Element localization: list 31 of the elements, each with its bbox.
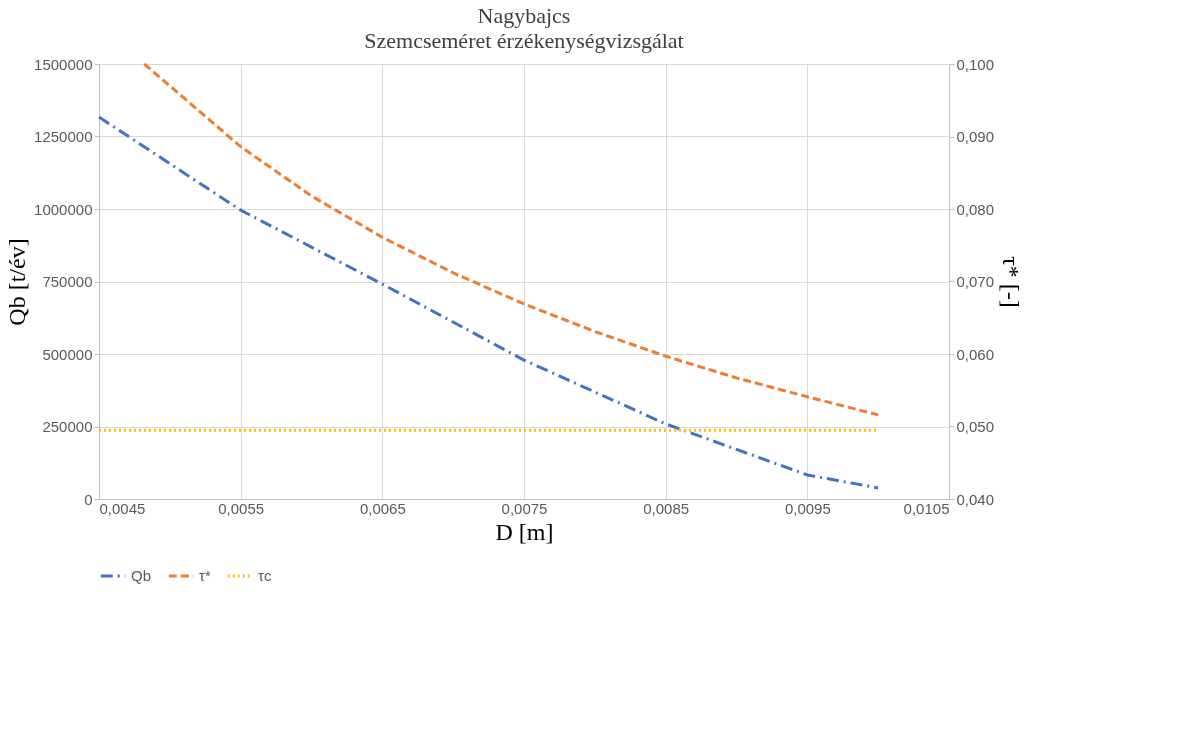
x-tick-label: 0,0085 bbox=[643, 499, 690, 517]
y-tick-label: 1000000 bbox=[34, 200, 93, 218]
legend-label: τ* bbox=[199, 567, 211, 584]
y2-tick-label: 0,050 bbox=[956, 418, 995, 435]
y2-tick-label: 0,070 bbox=[956, 273, 995, 290]
y2-tick-label: 0,040 bbox=[956, 490, 995, 508]
y2-tick-label: 0,080 bbox=[956, 200, 995, 218]
y-axis-title: Qb [t/év] bbox=[4, 238, 31, 326]
y2-tick-label: 0,100 bbox=[956, 55, 995, 73]
y2-axis-title: τ* [-] bbox=[998, 256, 1025, 308]
x-tick-label: 0,0075 bbox=[501, 499, 548, 517]
x-axis-title: D [m] bbox=[495, 518, 554, 545]
y-tick-label: 750000 bbox=[42, 273, 93, 290]
chart-title: Nagybajcs bbox=[477, 3, 571, 28]
x-tick-label: 0,0055 bbox=[218, 499, 265, 517]
legend-label: Qb bbox=[131, 567, 152, 584]
legend-label: τc bbox=[258, 567, 272, 584]
y2-tick-label: 0,060 bbox=[956, 345, 995, 363]
x-tick-label: 0,0105 bbox=[903, 499, 950, 517]
x-tick-label: 0,0065 bbox=[359, 499, 406, 517]
y-tick-label: 1250000 bbox=[34, 128, 93, 145]
y2-tick-label: 0,090 bbox=[956, 128, 995, 145]
y-tick-label: 0 bbox=[84, 490, 93, 508]
y-tick-label: 500000 bbox=[42, 345, 93, 363]
chart-subtitle: Szemcseméret érzékenységvizsgálat bbox=[364, 28, 684, 53]
line-series bbox=[97, 115, 880, 490]
x-tick-label: 0,0045 bbox=[99, 499, 146, 517]
y-tick-label: 250000 bbox=[42, 418, 93, 435]
y-tick-label: 1500000 bbox=[34, 55, 93, 73]
x-tick-label: 0,0095 bbox=[784, 499, 831, 517]
line-series bbox=[142, 62, 880, 417]
